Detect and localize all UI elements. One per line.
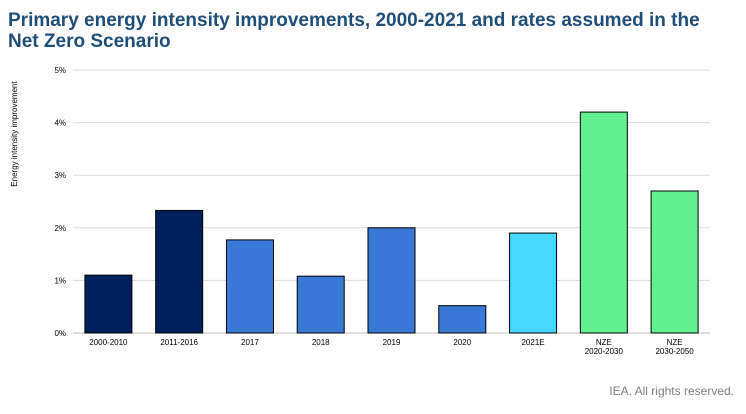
x-tick-label: 2021E — [521, 338, 544, 347]
bar — [84, 274, 133, 334]
bar — [509, 232, 558, 334]
bars — [84, 111, 699, 334]
x-tick-label: NZE 2020-2030 — [585, 338, 624, 356]
bar — [296, 275, 345, 334]
y-tick-label: 2% — [54, 224, 66, 233]
y-axis-ticks: 0% 1% 2% 3% 4% 5% — [54, 66, 66, 338]
x-tick-label: 2017 — [241, 338, 259, 347]
chart-title: Primary energy intensity improvements, 2… — [8, 10, 700, 52]
x-tick-label: 2019 — [383, 338, 401, 347]
y-tick-label: 1% — [54, 276, 66, 285]
x-tick-label: 2011-2016 — [160, 338, 198, 347]
y-axis-label: Energy intensity improvement — [10, 81, 19, 187]
y-tick-label: 5% — [54, 66, 66, 75]
x-tick-label: 2020 — [453, 338, 471, 347]
bar — [650, 190, 699, 334]
x-axis-ticks: 2000-2010 2011-2016 2017 2018 2019 2020 2021E N… — [89, 338, 694, 356]
x-tick-label: 2018 — [312, 338, 330, 347]
bar — [438, 305, 487, 334]
y-tick-label: 4% — [54, 119, 66, 128]
bar — [155, 209, 204, 334]
bar — [225, 239, 274, 334]
x-tick-label: NZE 2030-2050 — [655, 338, 694, 356]
y-tick-label: 3% — [54, 171, 66, 180]
copyright-footer: IEA. All rights reserved. — [609, 384, 734, 398]
x-tick-label: 2000-2010 — [89, 338, 128, 347]
y-tick-label: 0% — [54, 329, 66, 338]
bar — [367, 227, 416, 334]
bar — [579, 111, 628, 334]
